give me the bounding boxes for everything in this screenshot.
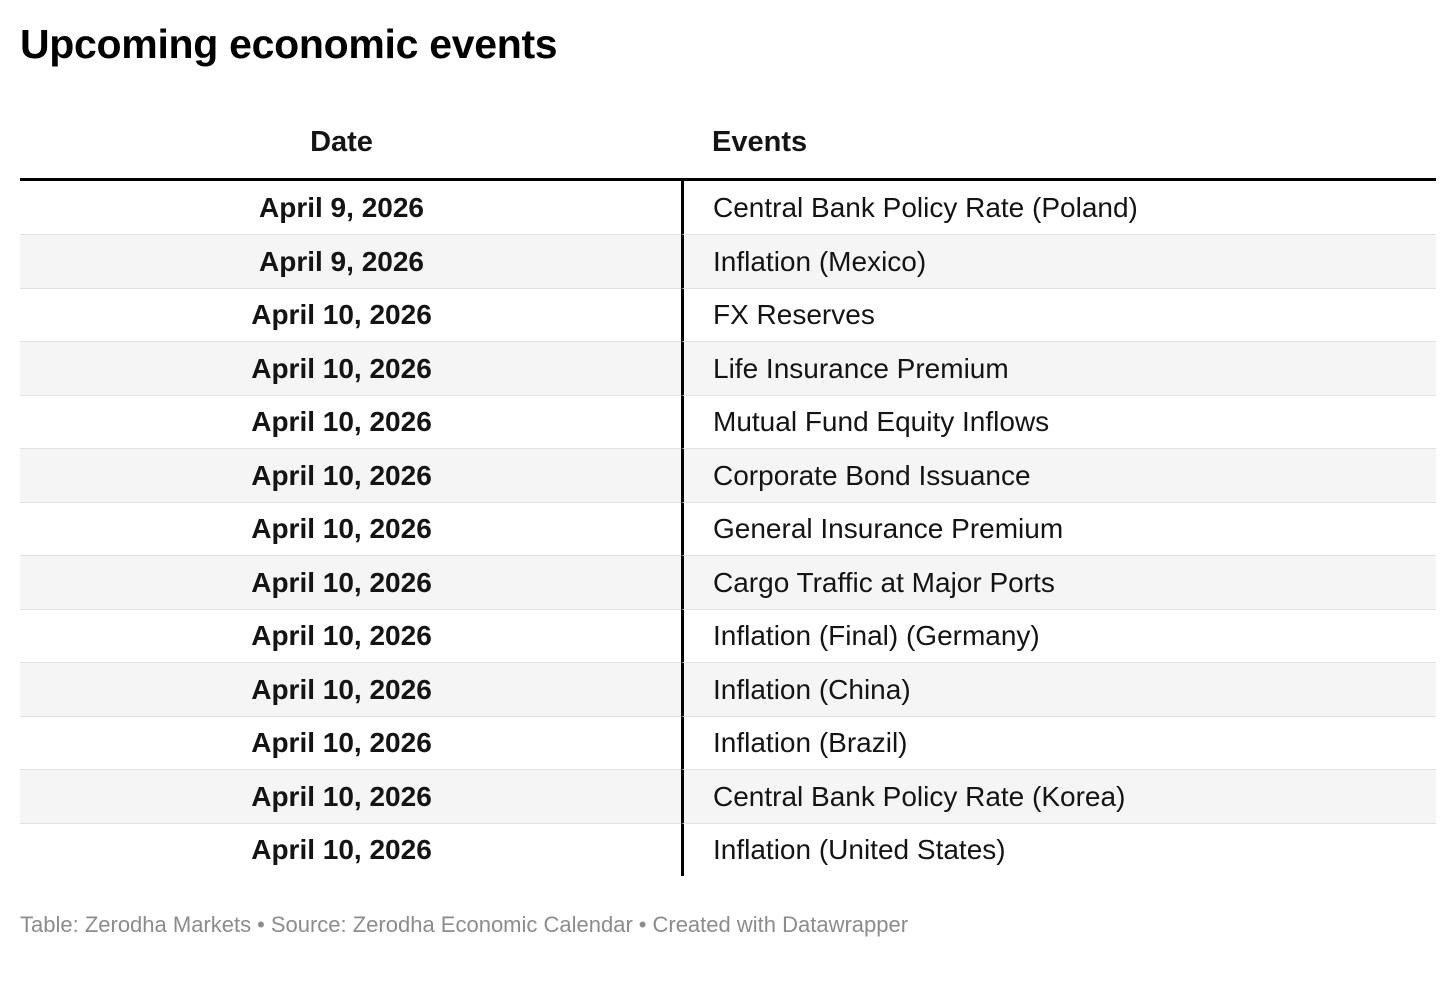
event-cell: Central Bank Policy Rate (Korea) (681, 769, 1436, 823)
date-cell: April 10, 2026 (20, 608, 681, 663)
date-cell: April 10, 2026 (20, 341, 681, 395)
column-header-date: Date (20, 108, 681, 181)
footer-datawrapper-credit: Created with Datawrapper (652, 912, 909, 938)
table-row: April 10, 2026 General Insurance Premium (20, 501, 1436, 556)
date-cell: April 10, 2026 (20, 662, 681, 716)
table-row: April 10, 2026 FX Reserves (20, 287, 1436, 342)
date-cell: April 10, 2026 (20, 501, 681, 556)
page-title: Upcoming economic events (20, 21, 558, 67)
table-row: April 10, 2026 Corporate Bond Issuance (20, 448, 1436, 502)
table-row: April 9, 2026 Central Bank Policy Rate (P… (20, 180, 1436, 235)
table-row: April 10, 2026 Mutual Fund Equity Inflows (20, 394, 1436, 449)
date-cell: April 9, 2026 (259, 191, 424, 223)
date-cell: April 10, 2026 (20, 287, 681, 342)
bullet-separator: • (638, 912, 647, 938)
table-row: April 10, 2026 Inflation (Final) (Germany… (20, 608, 1436, 663)
date-cell: April 10, 2026 (20, 822, 681, 877)
event-cell: Life Insurance Premium (681, 341, 1436, 395)
table-row: April 10, 2026 Inflation (Brazil) (20, 715, 1436, 770)
table-row: April 10, 2026 Inflation (China) (20, 662, 1436, 716)
date-cell: April 9, 2026 (20, 234, 681, 288)
table-row: April 10, 2026 Central Bank Policy Rate (… (20, 769, 1436, 823)
column-header-events: Events (681, 108, 1436, 181)
footer-table-credit: Table: Zerodha Markets (20, 912, 252, 938)
date-cell: April 10, 2026 (20, 555, 681, 609)
header-row: Date Events (20, 108, 1436, 181)
attribution-footer: Table: Zerodha Markets • Source: Zerodha E… (20, 912, 1436, 938)
event-cell: FX Reserves (681, 287, 1436, 342)
date-cell: April 10, 2026 (20, 448, 681, 502)
event-cell: Inflation (United States) (681, 822, 1436, 877)
event-cell: Inflation (Mexico) (681, 234, 1436, 288)
event-cell: Cargo Traffic at Major Ports (681, 555, 1436, 609)
event-cell: Inflation (Brazil) (681, 715, 1436, 770)
date-cell: April 10, 2026 (20, 394, 681, 449)
table-row: April 10, 2026 Life Insurance Premium (20, 341, 1436, 395)
footer-source-credit: Source: Zerodha Economic Calendar (270, 912, 633, 938)
datawrapper-table-visual: Upcoming economic events Date Events Apr… (0, 21, 1456, 938)
date-cell: April 10, 2026 (20, 769, 681, 823)
event-cell: Mutual Fund Equity Inflows (681, 394, 1436, 449)
table-body: April 9, 2026 Central Bank Policy Rate (P… (20, 180, 1436, 877)
table-row: April 10, 2026 Inflation (United States) (20, 822, 1436, 877)
event-cell: Corporate Bond Issuance (681, 448, 1436, 502)
table-row: April 10, 2026 Cargo Traffic at Major Por… (20, 555, 1436, 609)
date-cell: April 10, 2026 (20, 715, 681, 770)
event-cell: General Insurance Premium (681, 501, 1436, 556)
table-row: April 9, 2026 Inflation (Mexico) (20, 234, 1436, 288)
event-cell: Inflation (Final) (Germany) (681, 608, 1436, 663)
economic-events-table: Date Events April 9, 2026 Central Bank Po… (20, 108, 1436, 877)
event-cell: Central Bank Policy Rate (Poland) (681, 180, 1436, 235)
event-cell: Inflation (China) (681, 662, 1436, 716)
bullet-separator: • (257, 912, 265, 938)
